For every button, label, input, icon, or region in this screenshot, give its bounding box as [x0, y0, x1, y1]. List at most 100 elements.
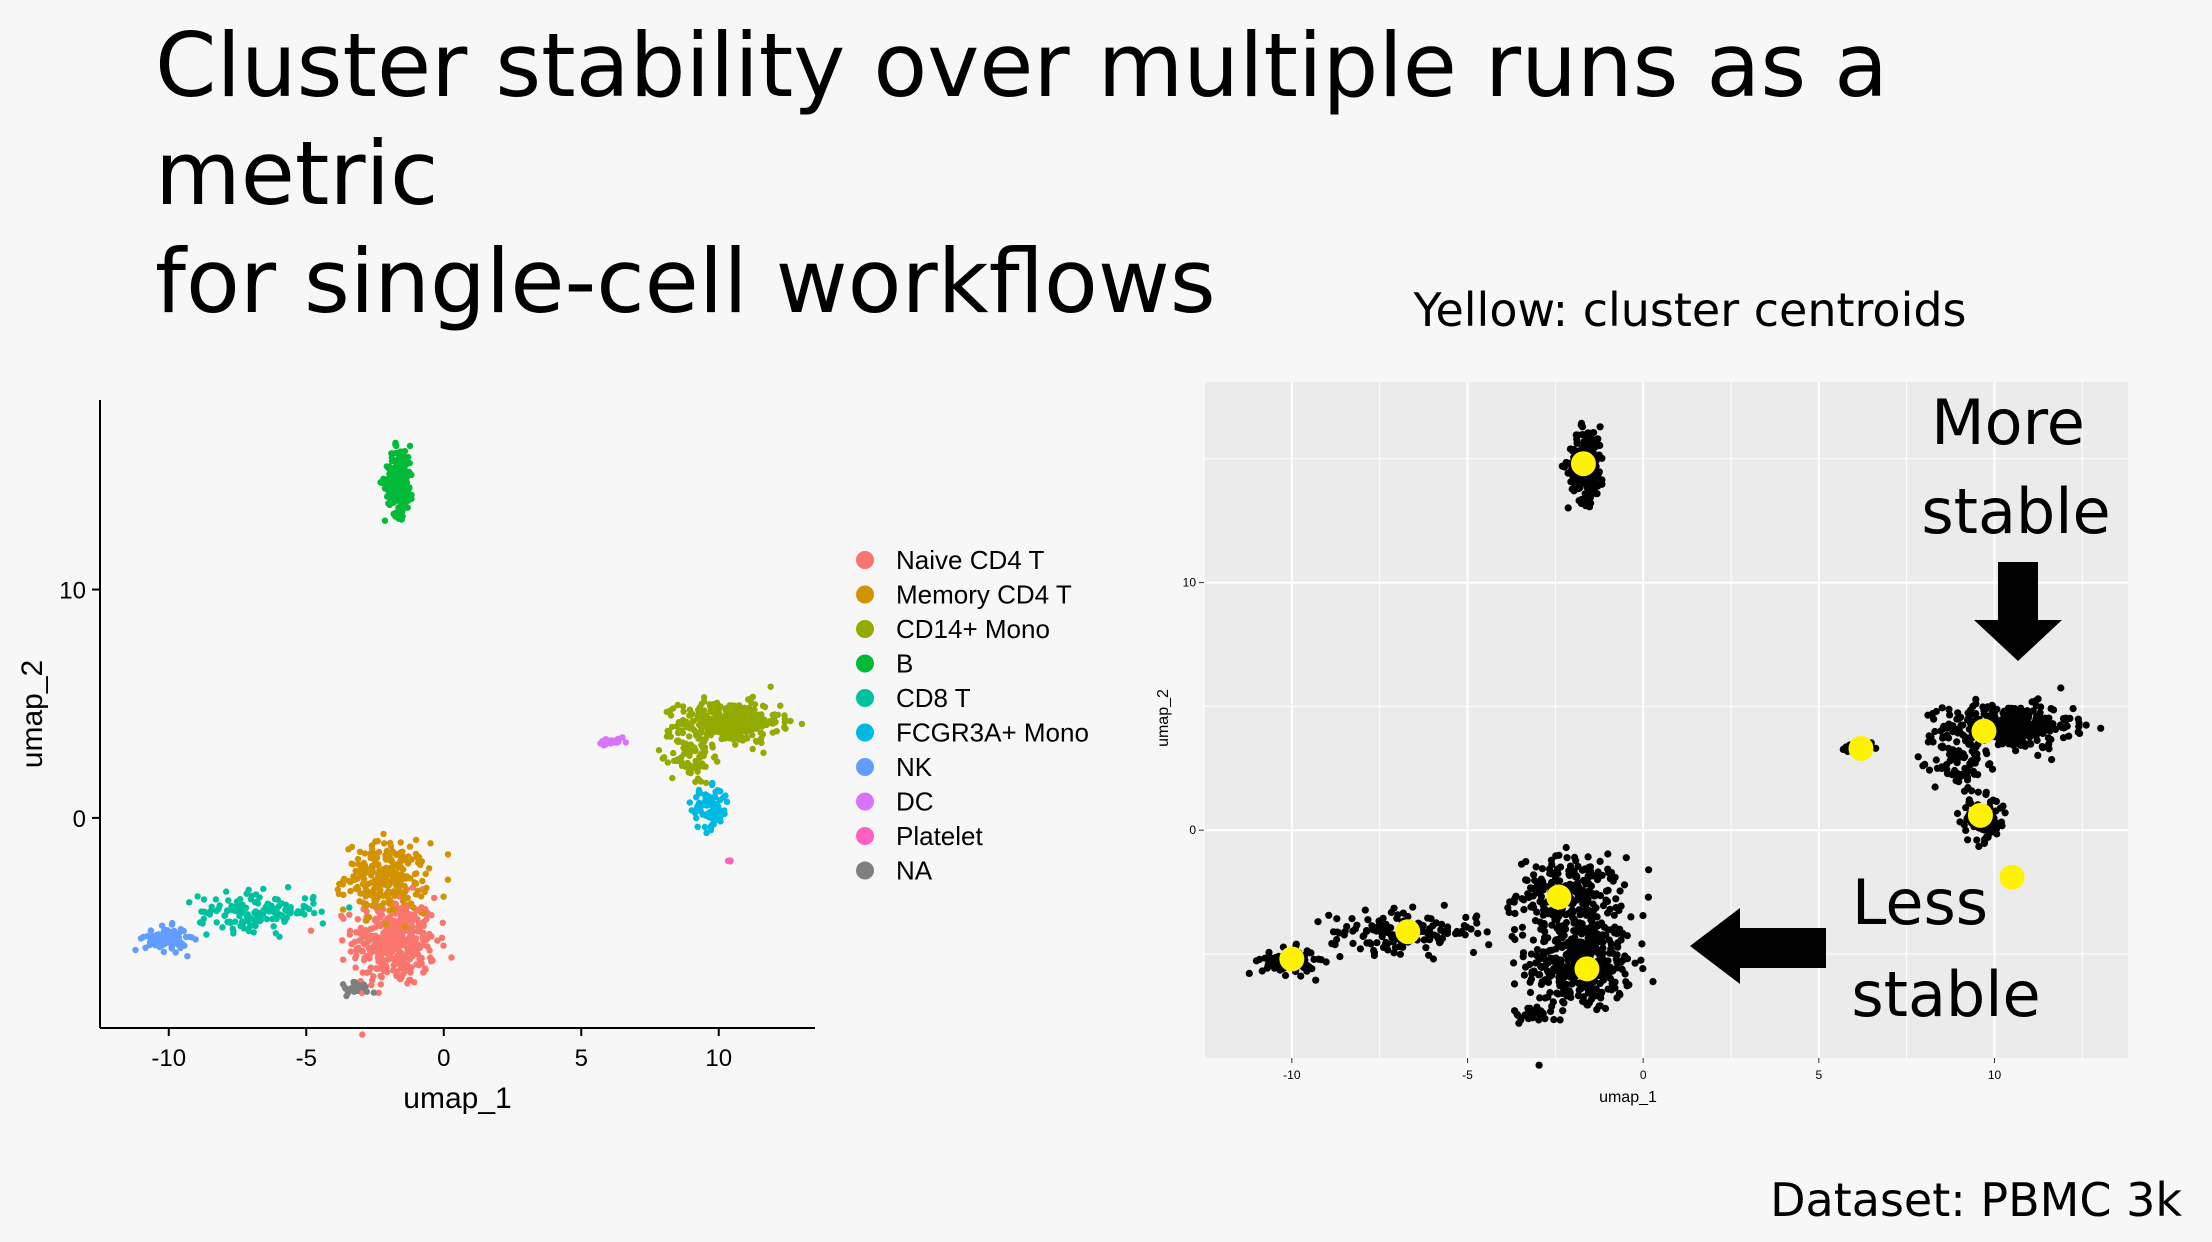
cell-point-black [1424, 914, 1432, 922]
cell-point [282, 901, 290, 908]
cell-point [679, 729, 687, 737]
cell-point [228, 902, 235, 910]
cell-point-black [1343, 923, 1351, 931]
cell-point-black [1933, 764, 1941, 772]
cell-point-black [1999, 730, 2007, 738]
cell-point-black [1983, 833, 1991, 841]
cell-point-black [2034, 695, 2042, 703]
cell-point [376, 891, 383, 899]
cell-point-black [1569, 907, 1577, 916]
cell-point-black [1541, 937, 1549, 945]
cell-point [694, 706, 702, 713]
cell-point-black [1538, 865, 1546, 873]
cell-point [260, 885, 267, 893]
cell-point-black [1954, 729, 1962, 737]
cell-point-black [1578, 431, 1586, 439]
cell-point [243, 912, 250, 919]
right-x-axis-label: umap_1 [1599, 1089, 1657, 1106]
cell-point [346, 927, 354, 935]
cell-point-black [1533, 946, 1541, 954]
cell-point [749, 745, 756, 753]
cell-point [381, 942, 388, 950]
cell-point-black [1391, 944, 1400, 952]
cell-point [423, 884, 430, 892]
cell-point-black [1972, 743, 1980, 751]
cell-point [177, 939, 184, 946]
cell-point-black [1582, 880, 1590, 888]
cell-point [401, 923, 409, 930]
cell-point [363, 954, 370, 961]
cell-point-black [1617, 902, 1625, 910]
centroid-marker [1546, 884, 1572, 910]
cell-point-black [1584, 853, 1592, 861]
cell-point-black [1510, 959, 1518, 967]
cell-point-black [1532, 959, 1540, 967]
cell-point-black [1566, 942, 1574, 950]
cell-point [673, 737, 681, 745]
right-y-tick-label: 0 [1189, 823, 1196, 837]
cell-point [723, 798, 731, 805]
cell-point-black [1587, 995, 1595, 1004]
cell-point [373, 854, 381, 861]
cell-point-black [1548, 870, 1556, 878]
cell-point-black [1576, 925, 1584, 933]
cell-point-black [1946, 711, 1954, 719]
cell-point-black [1485, 941, 1493, 949]
cell-point [380, 830, 387, 838]
cell-point [363, 900, 370, 908]
cell-point [246, 923, 254, 930]
cell-point-black [1944, 744, 1952, 752]
cell-point [156, 943, 163, 951]
cell-point [369, 868, 376, 876]
cell-point-black [1567, 993, 1575, 1002]
cell-point [711, 753, 719, 760]
cell-point [404, 980, 411, 987]
cell-point-black [1611, 984, 1619, 992]
cell-point-black [1617, 936, 1625, 944]
cell-point-black [1958, 770, 1966, 778]
cell-point [348, 940, 355, 948]
cell-point [748, 700, 755, 707]
cell-point [701, 823, 709, 831]
cell-point [722, 711, 729, 719]
cell-point-black [1462, 913, 1470, 922]
cell-point [717, 813, 724, 820]
cell-point [252, 899, 259, 906]
cell-point-black [2066, 714, 2074, 723]
cell-point [682, 763, 689, 770]
cell-point-black [1272, 957, 1280, 966]
cell-point-black [1953, 809, 1962, 818]
cell-point-black [1577, 419, 1586, 427]
cell-point [369, 855, 376, 862]
cell-point-black [1563, 854, 1571, 862]
cell-point-black [1589, 944, 1598, 952]
cell-point-black [2026, 739, 2034, 747]
cell-point-black [1529, 936, 1537, 944]
cell-point [335, 890, 343, 897]
cell-point [670, 749, 677, 757]
cell-point [412, 836, 420, 844]
cell-point [208, 903, 215, 910]
cell-point-black [1590, 936, 1598, 945]
cell-point [372, 924, 379, 931]
cell-point [415, 919, 422, 927]
cell-point-black [1567, 478, 1575, 486]
cell-point [679, 703, 687, 710]
cell-point-black [1597, 990, 1605, 998]
cell-point [370, 973, 377, 980]
cell-point [767, 683, 774, 690]
cell-point [370, 989, 377, 996]
cell-point [381, 517, 389, 524]
cell-point [237, 896, 244, 903]
left-x-axis-label: umap_1 [403, 1082, 511, 1115]
cell-point-black [2044, 734, 2052, 742]
cell-point [377, 981, 384, 988]
cell-point-black [1592, 489, 1600, 498]
cell-point-black [1560, 931, 1568, 940]
cell-point-black [2047, 705, 2055, 713]
cell-point-black [1953, 715, 1961, 723]
cell-point [369, 902, 376, 909]
cell-point-black [1245, 969, 1253, 978]
cell-point [709, 820, 716, 828]
cell-point [412, 891, 420, 898]
